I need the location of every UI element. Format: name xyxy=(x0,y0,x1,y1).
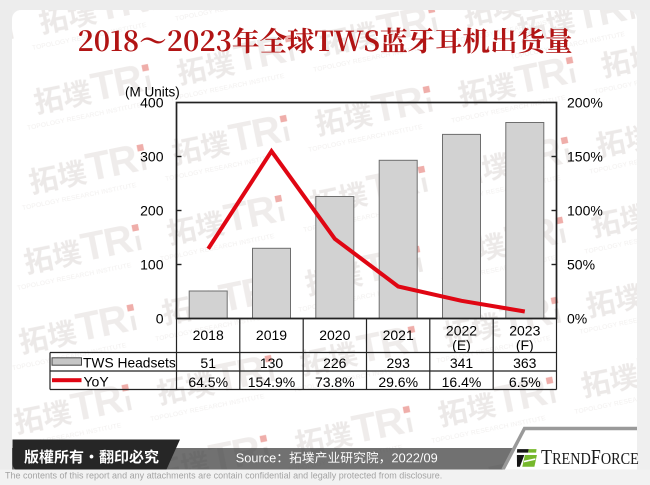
svg-text:(E): (E) xyxy=(452,337,471,353)
svg-text:100: 100 xyxy=(140,257,164,273)
svg-text:29.6%: 29.6% xyxy=(378,374,418,390)
svg-text:TWS Headsets: TWS Headsets xyxy=(83,355,176,370)
svg-text:130: 130 xyxy=(260,355,284,371)
svg-text:50%: 50% xyxy=(567,257,595,273)
svg-text:(F): (F) xyxy=(516,337,534,353)
svg-text:6.5%: 6.5% xyxy=(509,374,541,390)
svg-text:400: 400 xyxy=(140,95,164,111)
svg-text:0%: 0% xyxy=(567,311,587,327)
svg-text:2021: 2021 xyxy=(383,327,414,343)
svg-text:226: 226 xyxy=(323,355,347,371)
svg-text:64.5%: 64.5% xyxy=(188,374,228,390)
svg-text:0: 0 xyxy=(156,311,164,327)
svg-text:TRENDFORCE: TRENDFORCE xyxy=(541,446,639,470)
svg-text:73.8%: 73.8% xyxy=(315,374,355,390)
svg-text:2022: 2022 xyxy=(446,323,477,339)
svg-text:2018: 2018 xyxy=(193,327,224,343)
svg-text:300: 300 xyxy=(140,149,164,165)
svg-text:200: 200 xyxy=(140,203,164,219)
svg-text:2019: 2019 xyxy=(256,327,287,343)
svg-text:16.4%: 16.4% xyxy=(442,374,482,390)
svg-text:154.9%: 154.9% xyxy=(248,374,295,390)
svg-text:363: 363 xyxy=(513,355,537,371)
svg-text:2023: 2023 xyxy=(509,323,540,339)
svg-text:100%: 100% xyxy=(567,203,603,219)
svg-text:341: 341 xyxy=(450,355,474,371)
svg-text:150%: 150% xyxy=(567,149,603,165)
svg-text:The contents of this report an: The contents of this report and any atta… xyxy=(5,470,442,480)
svg-text:293: 293 xyxy=(387,355,411,371)
svg-text:51: 51 xyxy=(200,355,216,371)
svg-text:200%: 200% xyxy=(567,95,603,111)
svg-text:YoY: YoY xyxy=(84,374,110,390)
svg-text:2020: 2020 xyxy=(319,327,350,343)
svg-text:(M Units): (M Units) xyxy=(125,85,180,100)
